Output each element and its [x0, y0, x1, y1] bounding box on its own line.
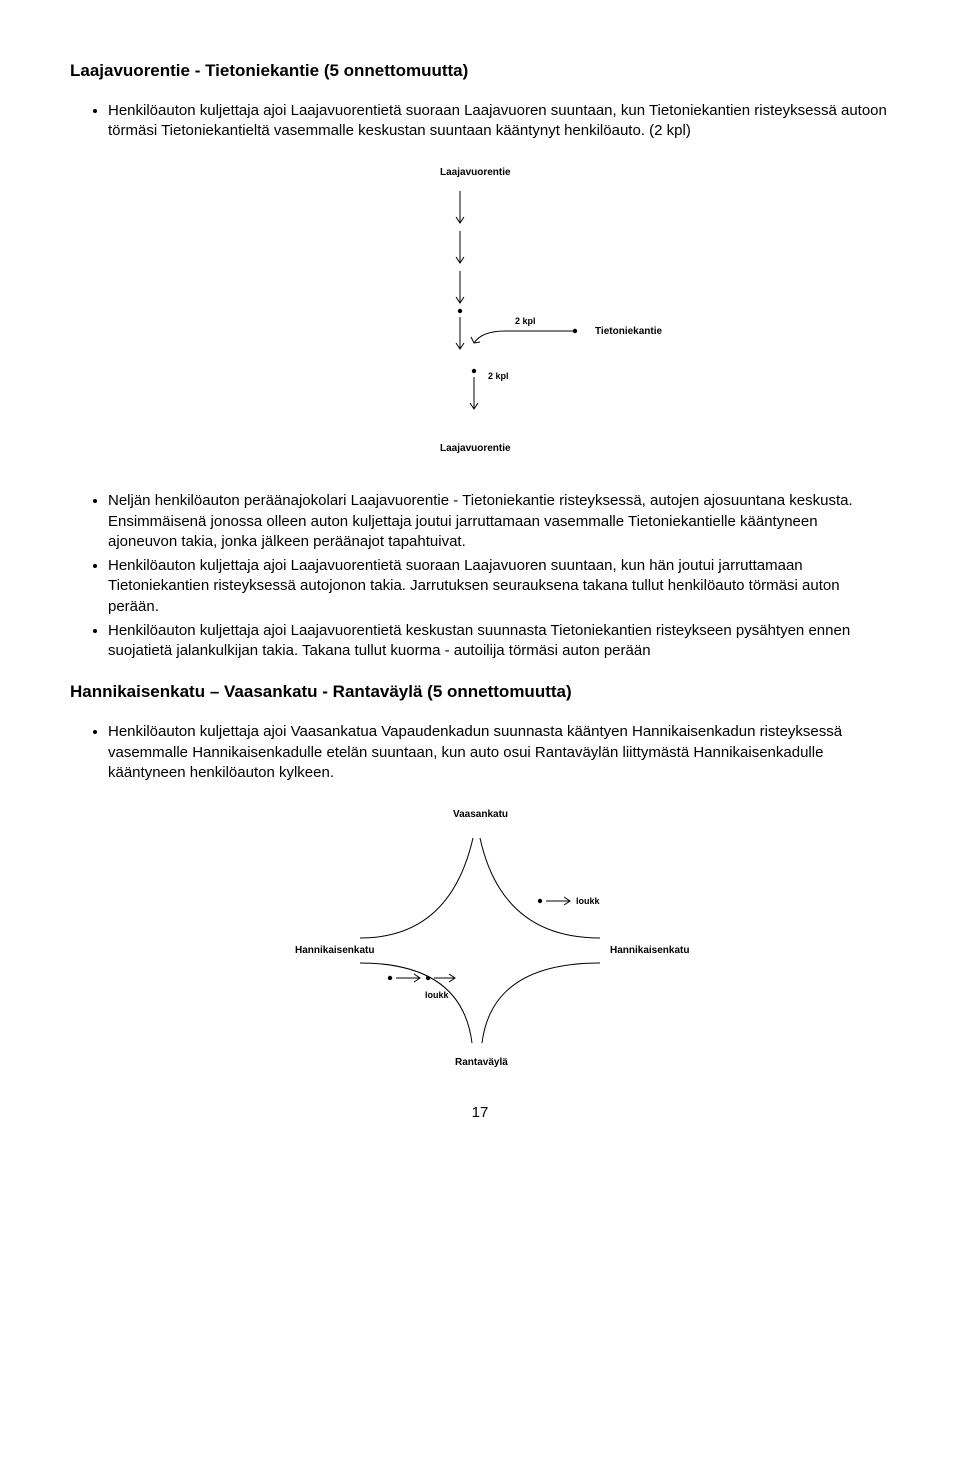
diagram1-bottom-label: Laajavuorentie [440, 443, 511, 454]
section2-bullets: Henkilöauton kuljettaja ajoi Vaasankatua… [70, 722, 890, 783]
diagram2-top-label: Vaasankatu [453, 809, 508, 820]
section2-heading: Hannikaisenkatu – Vaasankatu - Rantaväyl… [70, 681, 890, 704]
diagram1-top-label: Laajavuorentie [440, 167, 511, 178]
diagram-intersection-2: Vaasankatu Hannikaisenkatu Hannikaisenka… [240, 803, 720, 1073]
list-item: Henkilöauton kuljettaja ajoi Vaasankatua… [108, 722, 890, 783]
diagram1-count1: 2 kpl [515, 316, 536, 326]
section1-heading: Laajavuorentie - Tietoniekantie (5 onnet… [70, 60, 890, 83]
section1-bullets-top: Henkilöauton kuljettaja ajoi Laajavuoren… [70, 101, 890, 142]
list-item: Henkilöauton kuljettaja ajoi Laajavuoren… [108, 621, 890, 662]
diagram-intersection-1: Laajavuorentie 2 kpl Tietoniekantie 2 kp… [270, 161, 690, 471]
diagram2-bottom-label: Rantaväylä [455, 1057, 508, 1068]
list-item: Neljän henkilöauton peräänajokolari Laaj… [108, 491, 890, 552]
diagram2-event1: loukk [576, 896, 601, 906]
diagram2-event2: loukk [425, 990, 450, 1000]
section1-bullets-bottom: Neljän henkilöauton peräänajokolari Laaj… [70, 491, 890, 661]
diagram1-right-label: Tietoniekantie [595, 326, 662, 337]
diagram2-left-label: Hannikaisenkatu [295, 945, 374, 956]
list-item: Henkilöauton kuljettaja ajoi Laajavuoren… [108, 101, 890, 142]
diagram1-count2: 2 kpl [488, 371, 509, 381]
page-number: 17 [70, 1103, 890, 1123]
list-item: Henkilöauton kuljettaja ajoi Laajavuoren… [108, 556, 890, 617]
diagram2-right-label: Hannikaisenkatu [610, 945, 689, 956]
